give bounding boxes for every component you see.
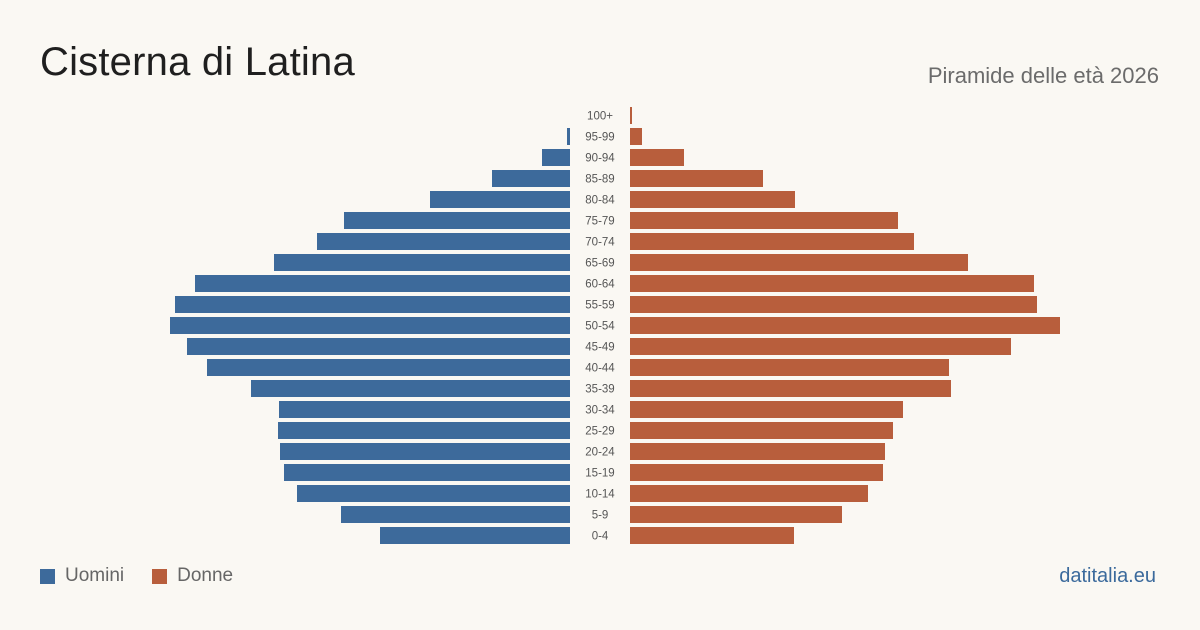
bar-men-45-49 xyxy=(187,338,570,355)
age-label-55-59: 55-59 xyxy=(585,300,614,312)
bar-women-90-94 xyxy=(630,149,684,166)
legend: Uomini Donne xyxy=(40,565,233,587)
bar-men-5-9 xyxy=(341,506,570,523)
bar-women-75-79 xyxy=(630,212,898,229)
bar-women-50-54 xyxy=(630,317,1060,334)
bar-men-80-84 xyxy=(430,191,570,208)
bar-women-40-44 xyxy=(630,359,949,376)
bar-women-85-89 xyxy=(630,170,763,187)
age-label-80-84: 80-84 xyxy=(585,195,615,207)
age-label-60-64: 60-64 xyxy=(585,279,615,291)
chart-title: Cisterna di Latina xyxy=(40,40,355,84)
bar-women-15-19 xyxy=(630,464,883,481)
bar-men-95-99 xyxy=(567,128,570,145)
age-label-95-99: 95-99 xyxy=(585,132,614,144)
age-label-40-44: 40-44 xyxy=(585,363,615,375)
legend-swatch-women xyxy=(152,568,168,584)
bar-women-0-4 xyxy=(630,527,794,544)
bar-men-0-4 xyxy=(380,527,570,544)
bar-women-60-64 xyxy=(630,275,1034,292)
bar-men-90-94 xyxy=(542,149,570,166)
bar-men-75-79 xyxy=(344,212,570,229)
age-label-70-74: 70-74 xyxy=(585,237,615,249)
legend-item-women: Donne xyxy=(152,565,233,587)
age-label-50-54: 50-54 xyxy=(585,321,615,333)
bar-men-85-89 xyxy=(492,170,570,187)
age-label-25-29: 25-29 xyxy=(585,426,614,438)
bar-women-100plus xyxy=(630,107,632,124)
age-label-5-9: 5-9 xyxy=(592,510,609,522)
age-label-0-4: 0-4 xyxy=(592,531,609,543)
age-label-90-94: 90-94 xyxy=(585,153,615,165)
bar-men-55-59 xyxy=(175,296,570,313)
bar-men-25-29 xyxy=(278,422,570,439)
bar-men-15-19 xyxy=(284,464,570,481)
bar-men-50-54 xyxy=(170,317,570,334)
age-label-75-79: 75-79 xyxy=(585,216,614,228)
chart-subtitle: Piramide delle età 2026 xyxy=(927,63,1159,88)
bar-women-30-34 xyxy=(630,401,903,418)
bar-men-60-64 xyxy=(195,275,570,292)
bar-men-35-39 xyxy=(251,380,570,397)
age-label-100plus: 100+ xyxy=(587,111,613,123)
bar-men-70-74 xyxy=(317,233,570,250)
bar-women-5-9 xyxy=(630,506,842,523)
age-label-65-69: 65-69 xyxy=(585,258,614,270)
bar-women-65-69 xyxy=(630,254,968,271)
legend-label-women: Donne xyxy=(177,565,234,586)
bar-women-70-74 xyxy=(630,233,914,250)
bar-men-65-69 xyxy=(274,254,570,271)
bar-men-10-14 xyxy=(297,485,570,502)
bar-men-20-24 xyxy=(280,443,570,460)
age-label-15-19: 15-19 xyxy=(585,468,614,480)
bar-women-55-59 xyxy=(630,296,1037,313)
bar-women-45-49 xyxy=(630,338,1011,355)
bar-men-30-34 xyxy=(279,401,570,418)
bar-women-10-14 xyxy=(630,485,868,502)
age-label-30-34: 30-34 xyxy=(585,405,615,417)
bar-women-35-39 xyxy=(630,380,951,397)
age-label-85-89: 85-89 xyxy=(585,174,614,186)
bar-women-25-29 xyxy=(630,422,893,439)
bar-men-40-44 xyxy=(207,359,570,376)
age-label-35-39: 35-39 xyxy=(585,384,614,396)
legend-label-men: Uomini xyxy=(65,565,125,586)
age-label-45-49: 45-49 xyxy=(585,342,614,354)
age-label-20-24: 20-24 xyxy=(585,447,615,459)
bar-women-80-84 xyxy=(630,191,795,208)
bar-women-20-24 xyxy=(630,443,885,460)
legend-item-men: Uomini xyxy=(40,565,124,587)
age-label-10-14: 10-14 xyxy=(585,489,615,501)
legend-swatch-men xyxy=(40,568,55,584)
bar-women-95-99 xyxy=(630,128,642,145)
source-link[interactable]: datitalia.eu xyxy=(1059,565,1156,587)
